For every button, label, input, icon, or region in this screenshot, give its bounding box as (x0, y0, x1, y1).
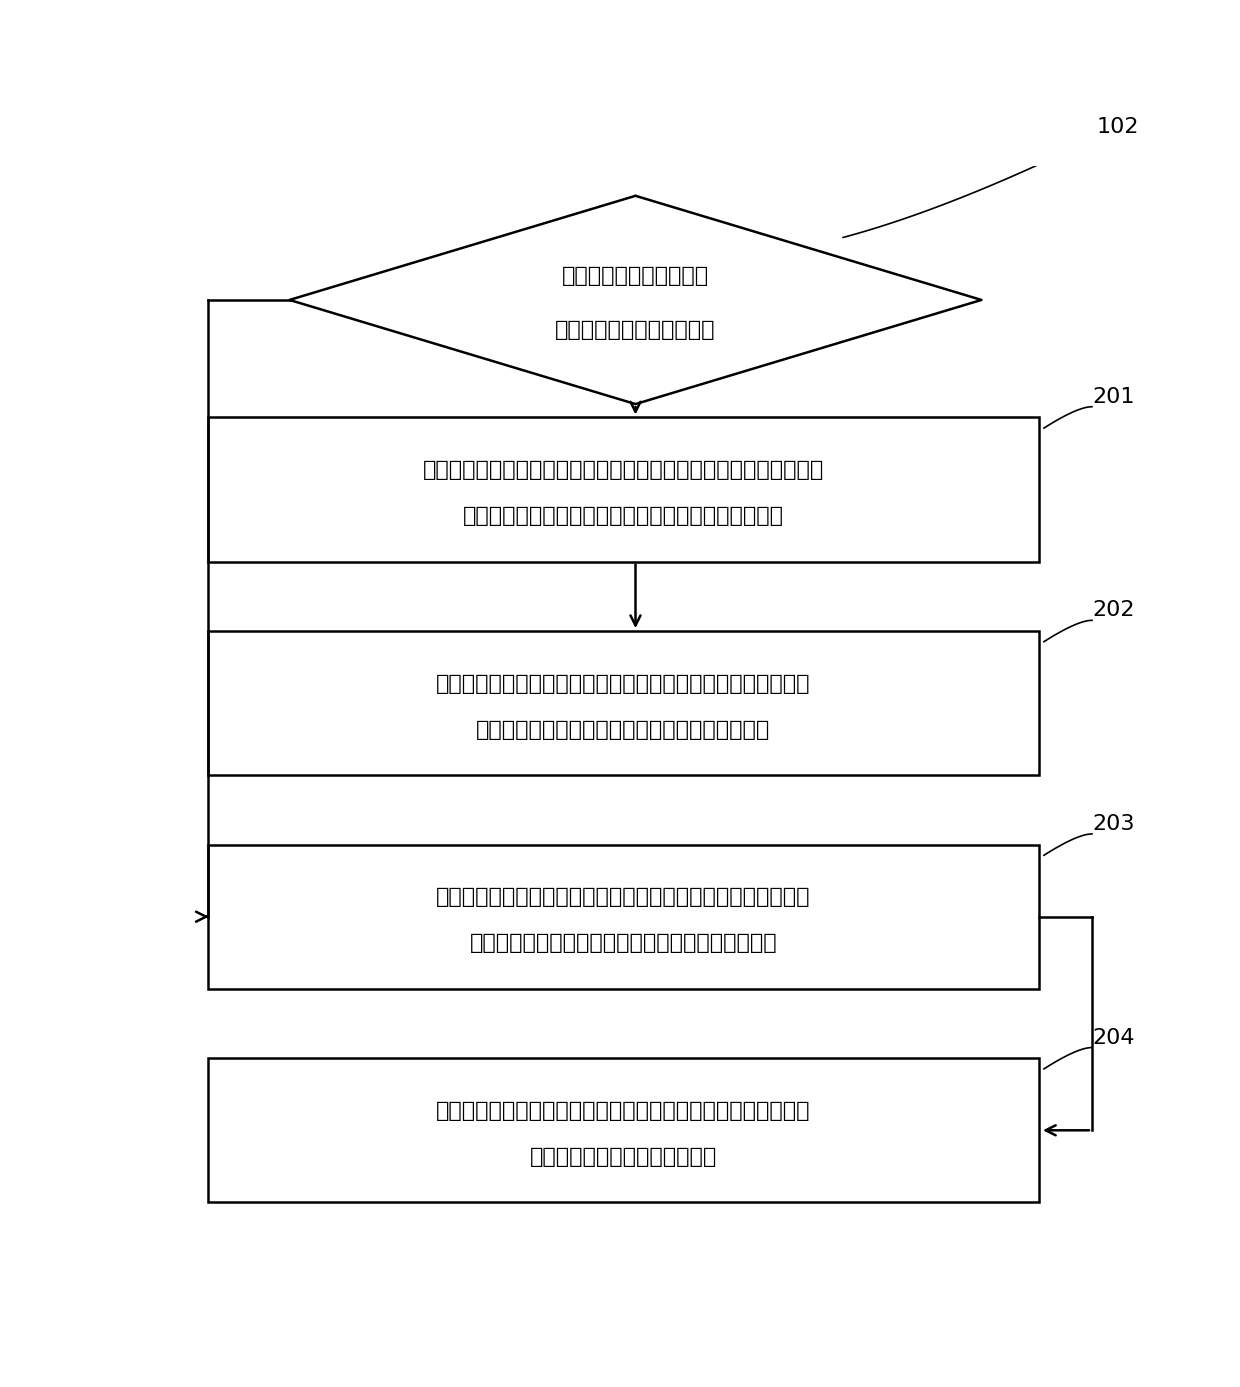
Text: 当所述两个业务集群中的第一业务集群未检测到其它业务集群发: 当所述两个业务集群中的第一业务集群未检测到其它业务集群发 (436, 674, 811, 694)
Text: 若所述两个业务集群中只有一个与所述数据库的连接正常，则与: 若所述两个业务集群中只有一个与所述数据库的连接正常，则与 (436, 888, 811, 907)
Text: 202: 202 (1092, 601, 1135, 620)
Bar (208, 417, 1039, 562)
Text: 判断所述两个业务集群与: 判断所述两个业务集群与 (562, 266, 709, 287)
Text: 中每个业务集群分别检测其它业务集群是否发起了投票: 中每个业务集群分别检测其它业务集群是否发起了投票 (463, 506, 784, 526)
Text: 起了投票，所述第一业务集群具有发起投票的权利: 起了投票，所述第一业务集群具有发起投票的权利 (476, 720, 770, 739)
Text: 所述数据库连接正常的业务集群具有发起投票的权利: 所述数据库连接正常的业务集群具有发起投票的权利 (470, 933, 777, 953)
Bar (208, 1058, 1039, 1203)
Text: 203: 203 (1092, 814, 1135, 834)
Text: 201: 201 (1092, 387, 1135, 406)
Text: 102: 102 (1096, 117, 1140, 137)
Text: 数据库之间的连接是否正常: 数据库之间的连接是否正常 (556, 320, 715, 340)
Bar (208, 845, 1039, 989)
Text: 若所述两个业务集群与所述数据库的连接均正常，所述两个业务集群: 若所述两个业务集群与所述数据库的连接均正常，所述两个业务集群 (423, 460, 825, 480)
Text: 务集群均不具有发起投票的权利: 务集群均不具有发起投票的权利 (529, 1147, 717, 1166)
Text: 若所述两个业务集群与所述数据库的连接均不正常，所述两个业: 若所述两个业务集群与所述数据库的连接均不正常，所述两个业 (436, 1101, 811, 1121)
Text: 204: 204 (1092, 1028, 1135, 1047)
Bar (208, 631, 1039, 775)
